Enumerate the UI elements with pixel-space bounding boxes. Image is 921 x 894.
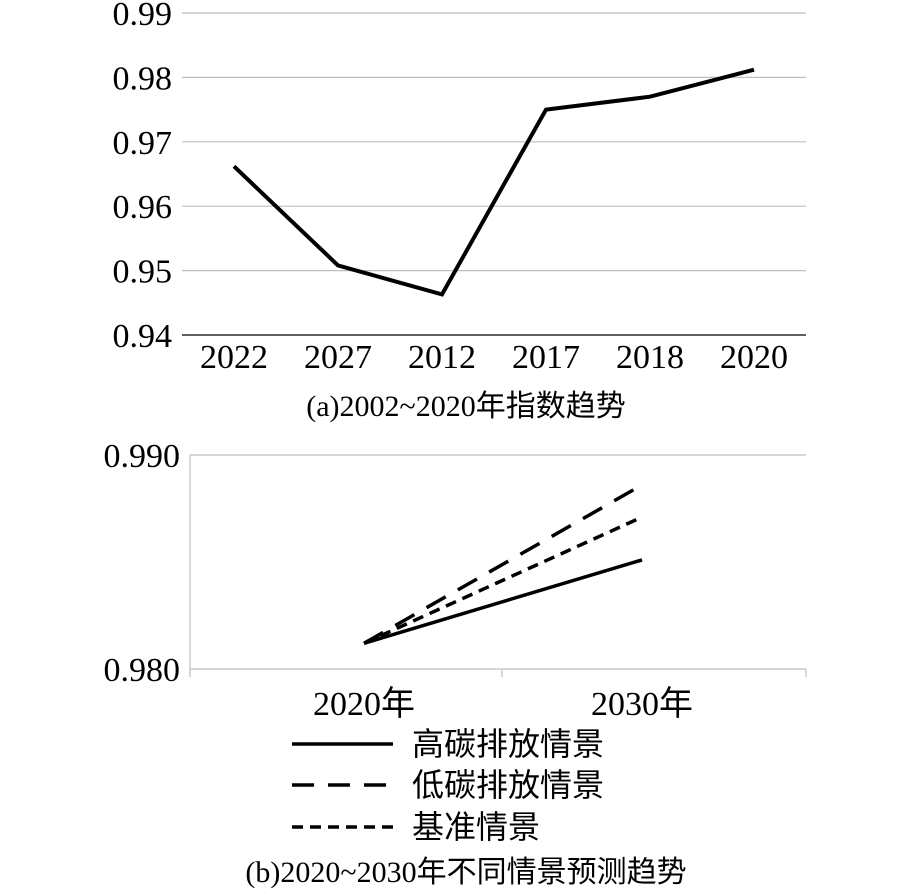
chart-a-xtick-label: 2018 xyxy=(616,339,684,376)
chart-a-series-line xyxy=(234,70,754,295)
chart-b-series-line xyxy=(364,517,642,643)
chart-a-ytick-label: 0.94 xyxy=(113,318,173,355)
chart-b-series-line xyxy=(364,560,642,643)
chart-a-xtick-label: 2017 xyxy=(512,339,580,376)
chart-a-caption: (a)2002~2020年指数趋势 xyxy=(306,390,626,423)
chart-a-ytick-label: 0.96 xyxy=(113,189,173,226)
chart-a-ytick-label: 0.97 xyxy=(113,125,173,162)
chart-b-xtick-label: 2030年 xyxy=(591,685,693,723)
chart-b-series-line xyxy=(364,485,642,643)
chart-b: 0.980 0.990 2020年 2030年 xyxy=(104,438,807,723)
chart-b-legend-label: 基准情景 xyxy=(412,809,540,845)
chart-b-legend-label: 低碳排放情景 xyxy=(412,767,604,803)
chart-a-ytick-label: 0.99 xyxy=(113,0,173,33)
chart-a-xtick-label: 2022 xyxy=(200,339,268,376)
chart-a-ytick-label: 0.98 xyxy=(113,60,173,97)
chart-b-caption: (b)2020~2030年不同情景预测趋势 xyxy=(245,856,686,889)
chart-a: 0.94 0.95 0.96 0.97 0.98 0.99 2022 2027 2012 2017… xyxy=(113,0,807,376)
chart-b-ytick-label: 0.990 xyxy=(104,438,181,475)
chart-b-legend-label: 高碳排放情景 xyxy=(412,726,604,762)
chart-b-xtick-label: 2020年 xyxy=(313,685,415,723)
chart-b-ytick-label: 0.980 xyxy=(104,652,181,689)
chart-a-ytick-label: 0.95 xyxy=(113,254,173,291)
chart-a-xtick-label: 2020 xyxy=(720,339,788,376)
chart-a-xtick-label: 2012 xyxy=(408,339,476,376)
chart-a-xtick-label: 2027 xyxy=(304,339,372,376)
